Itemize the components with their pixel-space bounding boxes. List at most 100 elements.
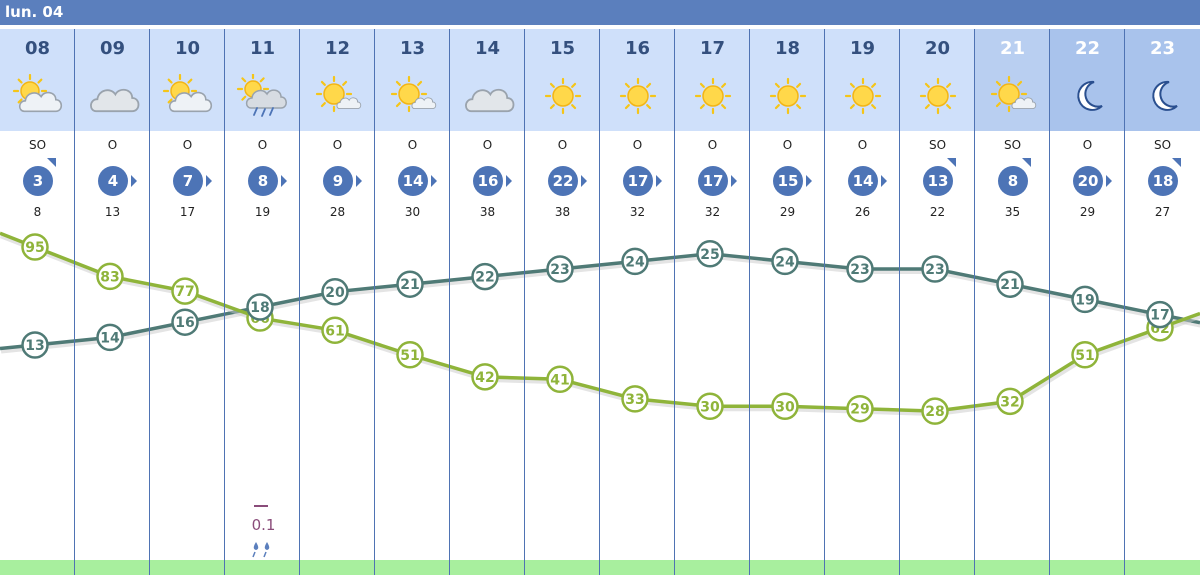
- hour-column: 19: [825, 29, 900, 131]
- wind-arrow-icon: [1022, 158, 1031, 167]
- temperature-label: 22: [475, 270, 494, 286]
- wind-speed-badge: 16: [473, 166, 503, 196]
- wind-gust: 26: [854, 205, 871, 219]
- column-divider: [824, 29, 825, 575]
- wind-speed-badge: 4: [98, 166, 128, 196]
- column-divider: [599, 29, 600, 575]
- temperature-label: 24: [775, 254, 795, 270]
- hour-column: 08: [0, 29, 75, 131]
- wind-arrow-icon: [356, 175, 362, 187]
- wind-direction: SO: [1153, 138, 1172, 152]
- temperature-point: 18: [246, 293, 274, 321]
- column-divider: [299, 29, 300, 575]
- temperature-label: 13: [25, 338, 44, 354]
- wind-gust: 27: [1154, 205, 1171, 219]
- wind-speed-badge: 14: [398, 166, 428, 196]
- column-divider: [674, 29, 675, 575]
- hour-label: 17: [699, 38, 726, 59]
- wind-arrow-icon: [206, 175, 212, 187]
- wind-arrow-icon: [1172, 158, 1181, 167]
- temperature-point: 13: [21, 331, 49, 359]
- sun-icon: [544, 77, 582, 115]
- humidity-point: 30: [771, 392, 799, 420]
- wind-speed-badge: 13: [923, 166, 953, 196]
- sun-icon: [919, 77, 957, 115]
- hour-label: 22: [1074, 38, 1101, 59]
- wind-gust: 28: [329, 205, 346, 219]
- temperature-label: 14: [100, 330, 120, 346]
- temperature-label: 16: [175, 315, 194, 331]
- wind-gust: 29: [1079, 205, 1096, 219]
- rain-drops-icon: [252, 542, 270, 558]
- hour-column: 09: [75, 29, 150, 131]
- sun-icon: [844, 77, 882, 115]
- hour-column: 20: [900, 29, 975, 131]
- hour-label: 21: [999, 38, 1026, 59]
- humidity-label: 95: [25, 240, 44, 256]
- temperature-label: 23: [925, 262, 944, 278]
- cloud-icon: [465, 88, 515, 113]
- temperature-point: 23: [546, 255, 574, 283]
- wind-direction: O: [257, 138, 268, 152]
- column-divider: [974, 29, 975, 575]
- hour-label: 14: [474, 38, 501, 59]
- wind-direction: O: [857, 138, 868, 152]
- wind-speed-badge: 18: [1148, 166, 1178, 196]
- humidity-point: 28: [921, 397, 949, 425]
- wind-direction: O: [707, 138, 718, 152]
- wind-arrow-icon: [656, 175, 662, 187]
- temperature-point: 22: [471, 262, 499, 291]
- hour-column: 23: [1125, 29, 1200, 131]
- hour-label: 19: [849, 38, 876, 59]
- column-divider: [899, 29, 900, 575]
- wind-gust: 30: [404, 205, 421, 219]
- column-divider: [1124, 29, 1125, 575]
- wind-gust: 32: [704, 205, 721, 219]
- humidity-point: 83: [96, 262, 124, 291]
- precip-dash: [254, 505, 268, 507]
- wind-gust: 32: [629, 205, 646, 219]
- column-divider: [524, 29, 525, 575]
- wind-direction: SO: [928, 138, 947, 152]
- column-divider: [224, 29, 225, 575]
- humidity-label: 30: [775, 399, 795, 415]
- humidity-label: 77: [175, 284, 194, 300]
- hour-column: 11: [225, 29, 300, 131]
- wind-speed-badge: 8: [248, 166, 278, 196]
- hour-label: 16: [624, 38, 651, 59]
- wind-direction: O: [482, 138, 493, 152]
- sun-cloud-icon: [12, 74, 63, 113]
- hour-label: 10: [174, 38, 201, 59]
- humidity-label: 51: [400, 348, 419, 364]
- wind-speed-badge: 9: [323, 166, 353, 196]
- temperature-point: 24: [771, 247, 799, 276]
- sun-cloud-rain-icon: [236, 74, 287, 117]
- wind-direction: O: [332, 138, 343, 152]
- temperature-label: 21: [1000, 277, 1019, 293]
- temperature-point: 21: [996, 270, 1024, 298]
- sun-icon: [694, 77, 732, 115]
- temperature-label: 25: [700, 247, 719, 263]
- hour-label: 15: [549, 38, 576, 59]
- wind-speed-badge: 22: [548, 166, 578, 196]
- wind-speed-badge: 20: [1073, 166, 1103, 196]
- wind-direction: SO: [1003, 138, 1022, 152]
- temperature-point: 17: [1146, 300, 1174, 329]
- wind-direction: O: [782, 138, 793, 152]
- temperature-point: 23: [921, 255, 949, 283]
- wind-arrow-icon: [581, 175, 587, 187]
- temperature-point: 25: [696, 240, 724, 268]
- wind-arrow-icon: [947, 158, 956, 167]
- wind-direction: O: [407, 138, 418, 152]
- temperature-point: 19: [1071, 285, 1099, 314]
- hour-column: 12: [300, 29, 375, 131]
- temperature-point: 21: [396, 270, 424, 298]
- temperature-point: 23: [846, 255, 874, 283]
- column-divider: [449, 29, 450, 575]
- sun-small-cloud-icon: [315, 75, 362, 113]
- wind-direction: O: [557, 138, 568, 152]
- humidity-label: 28: [925, 404, 944, 420]
- hour-column: 17: [675, 29, 750, 131]
- hour-column: 10: [150, 29, 225, 131]
- precip-value: 0.1: [251, 516, 276, 534]
